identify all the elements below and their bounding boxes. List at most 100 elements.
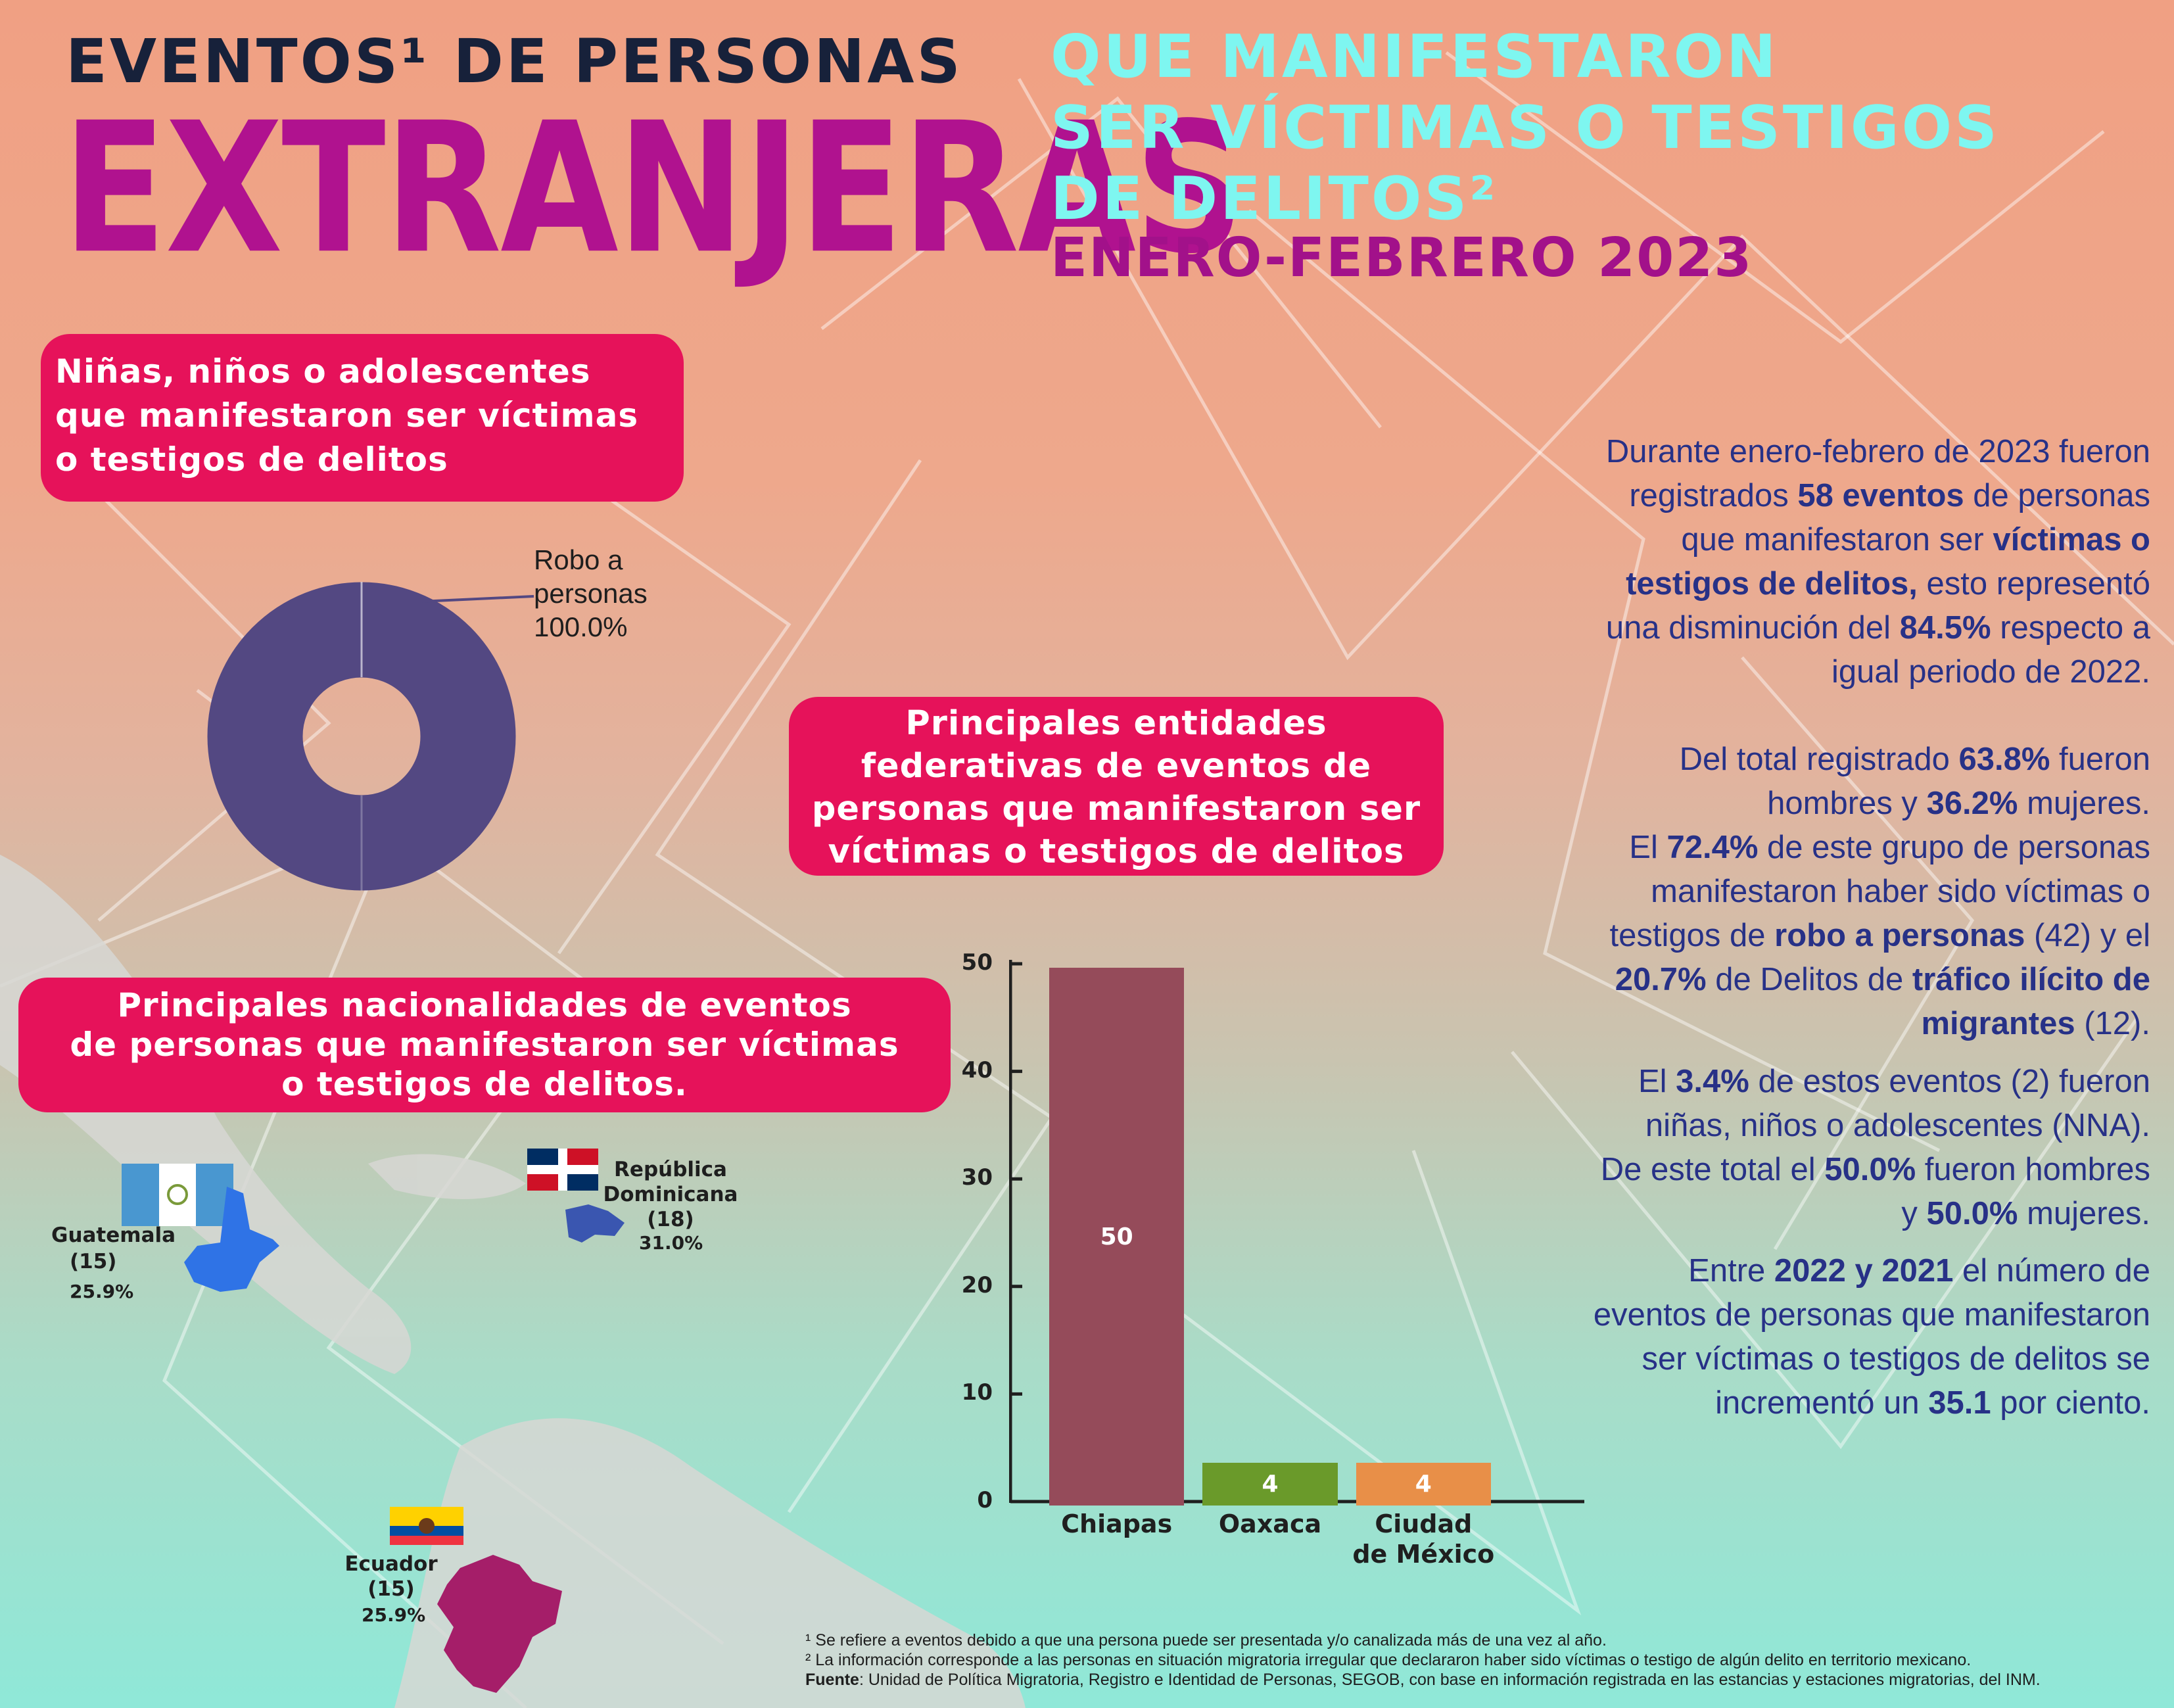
states-title-line: víctimas o testigos de delitos [828, 832, 1405, 871]
para-text: mujeres. [2018, 1196, 2150, 1231]
para-text: El [1629, 830, 1667, 865]
ecuador-flag [390, 1507, 463, 1545]
subtitle-line2: SER VÍCTIMAS O TESTIGOS [1051, 93, 2000, 162]
title-main: EXTRANJERAS [62, 83, 1244, 294]
nationalities-title-line: o testigos de delitos. [281, 1065, 688, 1103]
bar: 4 [1202, 1462, 1338, 1506]
nationalities-title-box: Principales nacionalidades de eventos de… [18, 978, 951, 1112]
para-line: ser víctimas o testigos de delitos se [1493, 1337, 2150, 1381]
para-highlight: 50.0% [1824, 1152, 1916, 1187]
para-text: el número de [1953, 1253, 2150, 1289]
para-text: manifestaron haber sido víctimas o [1651, 874, 2150, 909]
dominican-flag [527, 1149, 598, 1191]
dominican-count: (18) [647, 1208, 694, 1231]
title-line1: EVENTOS¹ DE PERSONAS [66, 26, 963, 97]
nna-title-box: Niñas, niños o adolescentes que manifest… [41, 334, 684, 502]
bar: 4 [1356, 1462, 1491, 1506]
dominican-shape [565, 1204, 625, 1243]
para-highlight: 63.8% [1958, 742, 2050, 777]
para-highlight: 20.7% [1615, 962, 1707, 997]
para-text: respecto a [1991, 610, 2150, 646]
para-text: fueron hombres [1916, 1152, 2150, 1187]
dominican-label-line: Dominicana [603, 1183, 738, 1206]
category-label-line: de México [1352, 1540, 1495, 1569]
category-label: Oaxaca [1193, 1509, 1346, 1539]
y-tick-label: 10 [961, 1379, 993, 1406]
para-line: Durante enero-febrero de 2023 fueron [1493, 430, 2150, 474]
para-highlight: 36.2% [1926, 786, 2018, 821]
category-label: Ciudad de México [1347, 1509, 1500, 1569]
source-label: Fuente [805, 1671, 859, 1689]
para-text: por ciento. [1991, 1385, 2150, 1421]
plot-area: 50 4 4 [1049, 964, 1512, 1506]
bar-value-label: 4 [1262, 1470, 1279, 1498]
para-highlight: 58 eventos [1797, 478, 1964, 513]
para-text: Entre [1688, 1253, 1774, 1289]
para-line: y 50.0% mujeres. [1493, 1192, 2150, 1236]
donut-label: Robo a personas 100.0% [534, 543, 648, 644]
para-highlight: testigos de delitos, [1626, 566, 1918, 602]
guatemala-label: Guatemala [51, 1223, 176, 1247]
para-line: testigos de delitos, esto representó [1493, 562, 2150, 606]
ecuador-label: Ecuador (15) [342, 1552, 440, 1601]
para-text: De este total el [1600, 1152, 1825, 1187]
nna-paragraph: El 3.4% de estos eventos (2) fueron niñas… [1493, 1060, 2150, 1236]
nationalities-title-line: Principales nacionalidades de eventos [117, 986, 852, 1024]
para-highlight: 72.4% [1666, 830, 1759, 865]
bar-value-label: 4 [1415, 1470, 1432, 1498]
para-text: una disminución del [1605, 610, 1900, 646]
ecuador-label-line: Ecuador [344, 1552, 438, 1576]
y-tick-label: 20 [961, 1271, 993, 1298]
source-text: : Unidad de Política Migratoria, Registr… [859, 1671, 2041, 1689]
y-tick-label: 0 [977, 1487, 993, 1513]
donut-label-line: Robo a [534, 544, 623, 575]
category-label-line: Ciudad [1375, 1509, 1473, 1538]
para-line: igual periodo de 2022. [1493, 650, 2150, 694]
para-text: eventos de personas que manifestaron [1593, 1297, 2150, 1333]
para-text: testigos de [1609, 918, 1775, 953]
para-text: niñas, niños o adolescentes (NNA). [1645, 1108, 2150, 1143]
para-line: hombres y 36.2% mujeres. [1493, 782, 2150, 826]
para-highlight: 3.4% [1676, 1064, 1749, 1099]
guatemala-count: (15) [70, 1250, 117, 1273]
para-line: migrantes (12). [1493, 1002, 2150, 1046]
bar-value-label: 50 [1100, 1223, 1133, 1250]
x-axis: Chiapas Oaxaca Ciudad de México [1052, 1509, 1512, 1575]
para-line: registrados 58 eventos de personas [1493, 474, 2150, 518]
para-highlight: tráfico ilícito de [1912, 962, 2150, 997]
para-line: El 3.4% de estos eventos (2) fueron [1493, 1060, 2150, 1104]
para-text: incrementó un [1715, 1385, 1929, 1421]
para-highlight: 2022 y 2021 [1774, 1253, 1954, 1289]
para-highlight: 50.0% [1926, 1196, 2018, 1231]
states-title-line: federativas de eventos de [861, 747, 1372, 786]
y-tick-label: 50 [961, 949, 993, 976]
para-line: niñas, niños o adolescentes (NNA). [1493, 1104, 2150, 1148]
states-title-line: personas que manifestaron ser [811, 790, 1421, 828]
para-text: esto representó [1917, 566, 2151, 602]
para-text: de este grupo de personas [1758, 830, 2150, 865]
para-text: mujeres. [2018, 786, 2150, 821]
category-label-line: Chiapas [1061, 1509, 1173, 1538]
para-text: y [1901, 1196, 1927, 1231]
nna-title-line: que manifestaron ser víctimas [55, 396, 639, 435]
para-line: testigos de robo a personas (42) y el [1493, 914, 2150, 958]
donut-label-line: personas [534, 578, 648, 609]
guatemala-shape [184, 1187, 279, 1292]
para-highlight: migrantes [1921, 1006, 2075, 1041]
guatemala-pct: 25.9% [70, 1281, 134, 1302]
para-highlight: víctimas o [1993, 522, 2150, 557]
para-line: eventos de personas que manifestaron [1493, 1293, 2150, 1337]
para-text: Del total registrado [1679, 742, 1959, 777]
para-line: De este total el 50.0% fueron hombres [1493, 1148, 2150, 1192]
y-tick-label: 30 [961, 1164, 993, 1191]
para-line: incrementó un 35.1 por ciento. [1493, 1381, 2150, 1425]
y-axis: 0 10 20 30 40 50 [947, 949, 1006, 1513]
footnote-2: ² La información corresponde a las perso… [805, 1651, 1972, 1669]
para-highlight: 84.5% [1899, 610, 1991, 646]
para-text: que manifestaron ser [1681, 522, 1993, 557]
para-highlight: robo a personas [1774, 918, 2025, 953]
para-line: una disminución del 84.5% respecto a [1493, 606, 2150, 650]
para-text: ser víctimas o testigos de delitos se [1642, 1341, 2150, 1377]
y-tick-label: 40 [961, 1056, 993, 1083]
para-text: registrados [1629, 478, 1798, 513]
